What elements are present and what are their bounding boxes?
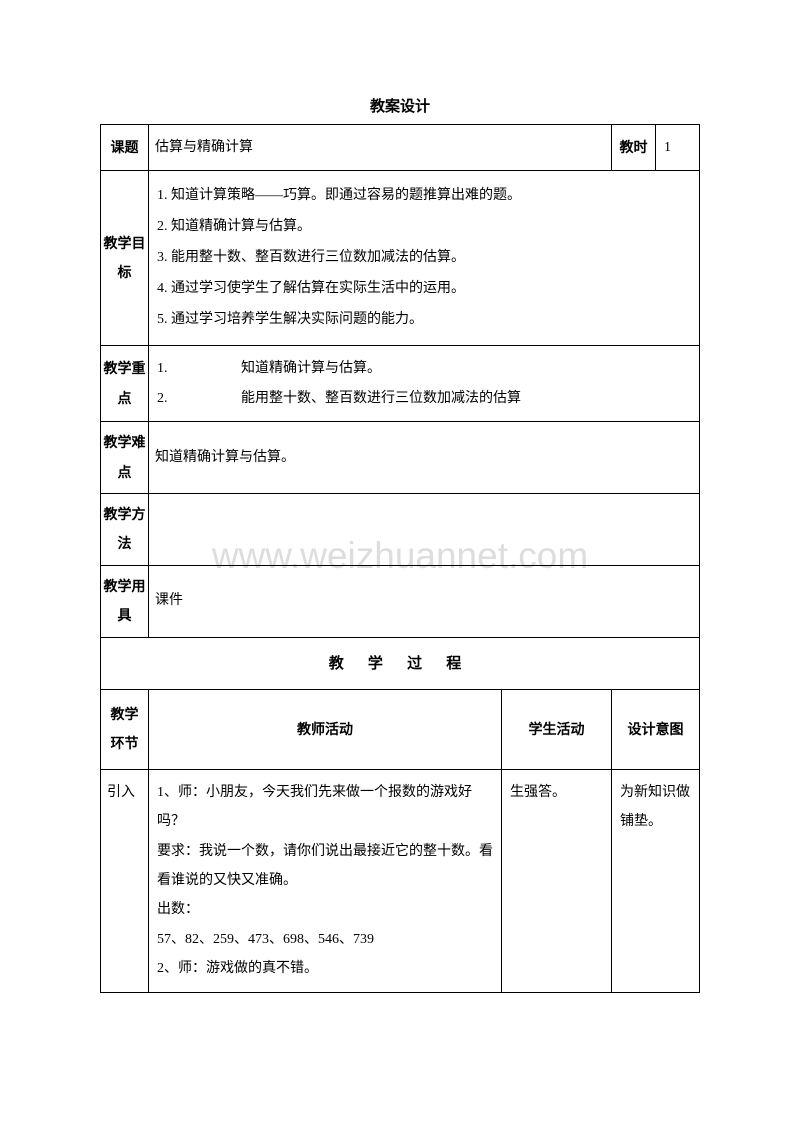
topic-value: 估算与精确计算 [149,125,612,171]
row-topic: 课题 估算与精确计算 教时 1 [101,125,700,171]
keypoint-1: 1.知道精确计算与估算。 [157,354,691,383]
keypoints-content: 1.知道精确计算与估算。 2.能用整十数、整百数进行三位数加减法的估算 [149,346,700,422]
label-difficulty: 教学难点 [101,422,149,494]
goal-5: 5. 通过学习培养学生解决实际问题的能力。 [157,305,691,336]
goal-3: 3. 能用整十数、整百数进行三位数加减法的估算。 [157,243,691,274]
teacher-line-5: 2、师：游戏做的真不错。 [157,954,493,983]
col-student: 学生活动 [502,690,612,770]
goal-4: 4. 通过学习使学生了解估算在实际生活中的运用。 [157,274,691,305]
doc-title: 教案设计 [100,95,700,116]
col-teacher: 教师活动 [149,690,502,770]
student-activity: 生强答。 [502,769,612,992]
goal-2: 2. 知道精确计算与估算。 [157,212,691,243]
teacher-line-3: 出数： [157,895,493,924]
goals-content: 1. 知道计算策略——巧算。即通过容易的题推算出难的题。 2. 知道精确计算与估… [149,171,700,346]
col-stage: 教学环节 [101,690,149,770]
teacher-line-2: 要求：我说一个数，请你们说出最接近它的整十数。看看谁说的又快又准确。 [157,837,493,896]
keypoint-2: 2.能用整十数、整百数进行三位数加减法的估算 [157,384,691,413]
hours-value: 1 [656,125,700,171]
teacher-activity: 1、师：小朋友，今天我们先来做一个报数的游戏好吗？ 要求：我说一个数，请你们说出… [149,769,502,992]
label-hours: 教时 [612,125,656,171]
label-topic: 课题 [101,125,149,171]
tools-content: 课件 [149,565,700,637]
label-methods: 教学方法 [101,493,149,565]
label-goals: 教学目标 [101,171,149,346]
methods-content [149,493,700,565]
lesson-plan-table: 课题 估算与精确计算 教时 1 教学目标 1. 知道计算策略——巧算。即通过容易… [100,124,700,993]
difficulty-content: 知道精确计算与估算。 [149,422,700,494]
goal-1: 1. 知道计算策略——巧算。即通过容易的题推算出难的题。 [157,181,691,212]
stage-name: 引入 [101,769,149,992]
row-goals: 教学目标 1. 知道计算策略——巧算。即通过容易的题推算出难的题。 2. 知道精… [101,171,700,346]
row-process-header: 教 学 过 程 [101,637,700,690]
row-difficulty: 教学难点 知道精确计算与估算。 [101,422,700,494]
row-process-columns: 教学环节 教师活动 学生活动 设计意图 [101,690,700,770]
teacher-line-4: 57、82、259、473、698、546、739 [157,925,493,954]
label-tools: 教学用具 [101,565,149,637]
row-methods: 教学方法 [101,493,700,565]
row-keypoints: 教学重点 1.知道精确计算与估算。 2.能用整十数、整百数进行三位数加减法的估算 [101,346,700,422]
design-intent: 为新知识做铺垫。 [612,769,700,992]
col-intent: 设计意图 [612,690,700,770]
process-header: 教 学 过 程 [101,637,700,690]
row-tools: 教学用具 课件 [101,565,700,637]
teacher-line-1: 1、师：小朋友，今天我们先来做一个报数的游戏好吗？ [157,778,493,837]
row-stage-1: 引入 1、师：小朋友，今天我们先来做一个报数的游戏好吗？ 要求：我说一个数，请你… [101,769,700,992]
label-keypoints: 教学重点 [101,346,149,422]
document-container: 教案设计 课题 估算与精确计算 教时 1 教学目标 1. 知道计算策略——巧算。… [100,95,700,993]
